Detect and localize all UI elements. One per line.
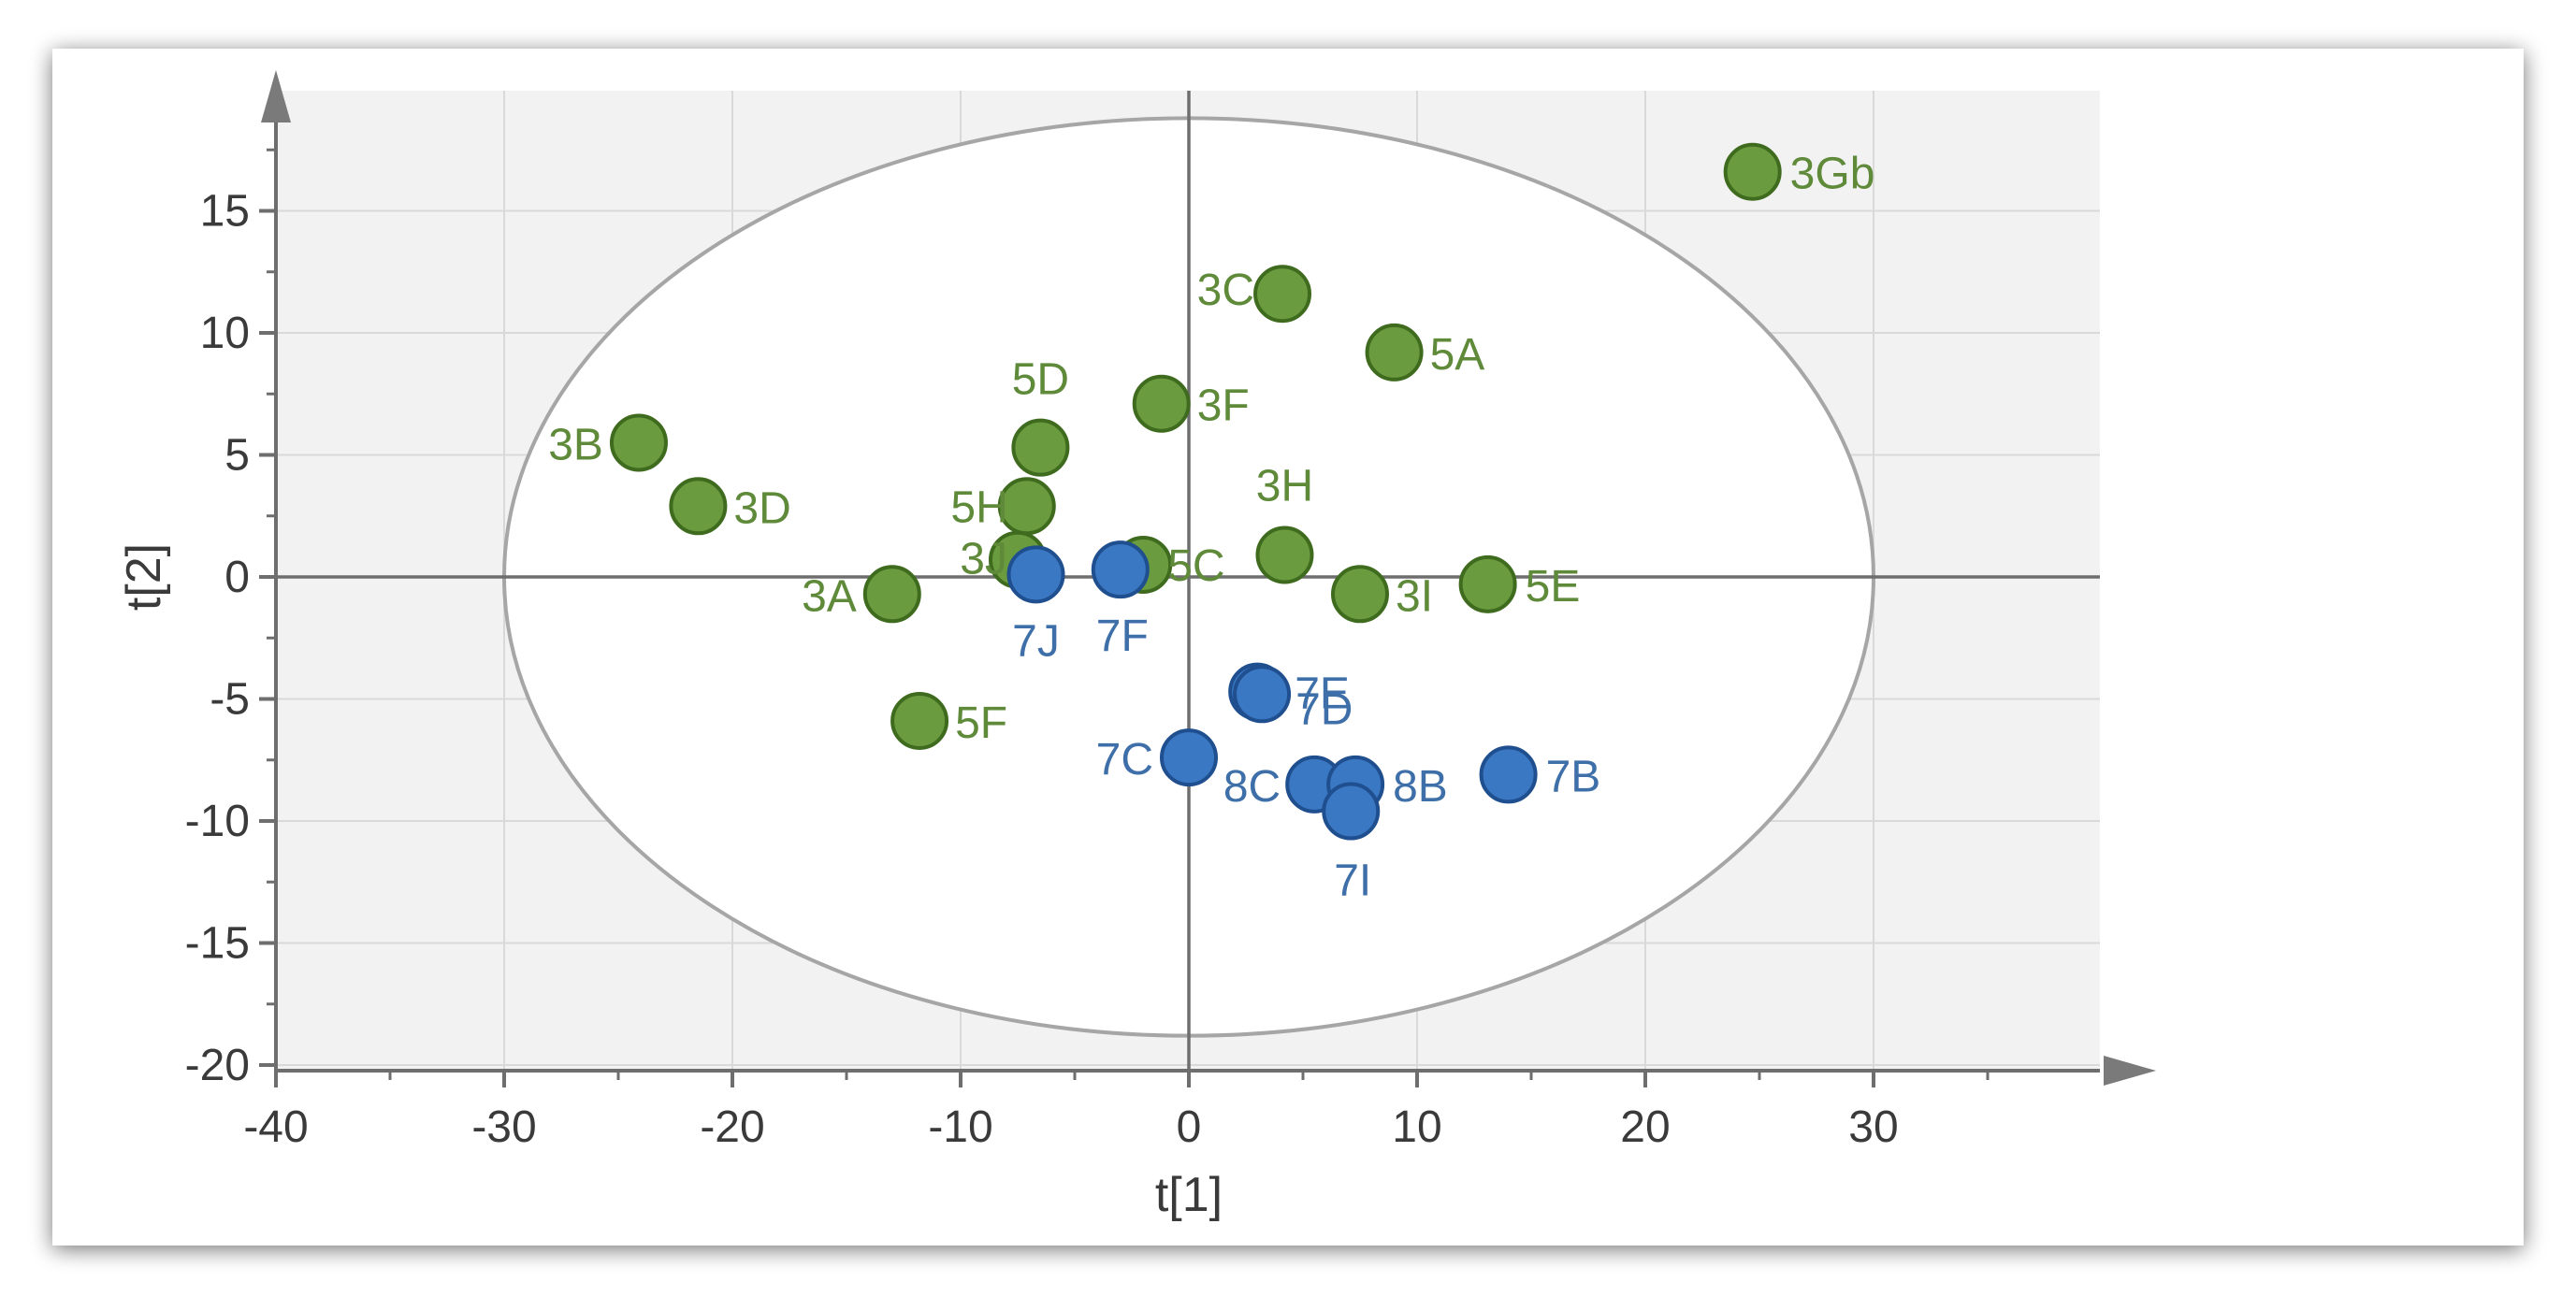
label-3h: 3H — [1256, 462, 1313, 511]
label-5d: 5D — [1012, 355, 1069, 405]
label-3a: 3A — [802, 571, 857, 621]
label-5a: 5A — [1430, 330, 1485, 380]
point-3a — [862, 565, 921, 624]
label-7f: 7F — [1096, 612, 1149, 661]
point-5d — [1011, 418, 1070, 477]
x-axis-title: t[1] — [1155, 1168, 1223, 1222]
label-7b: 7B — [1546, 752, 1601, 801]
point-7b — [1479, 745, 1538, 804]
data-points — [609, 142, 1782, 841]
label-3b: 3B — [548, 420, 603, 469]
label-7e: 7E — [1295, 670, 1350, 719]
point-3d — [669, 477, 728, 536]
y-axis-title: t[2] — [117, 543, 171, 611]
point-3gb — [1723, 142, 1782, 201]
label-3i: 3I — [1396, 571, 1433, 621]
label-7d: 7D — [1295, 684, 1353, 734]
x-axis-arrow — [2104, 1056, 2156, 1086]
label-3f: 3F — [1197, 382, 1250, 431]
label-5e: 5E — [1526, 562, 1581, 612]
y-tick-label: 15 — [200, 187, 250, 237]
label-3c: 3C — [1197, 266, 1254, 315]
label-5f: 5F — [955, 698, 1007, 748]
point-3h — [1255, 526, 1314, 584]
point-7i — [1322, 782, 1381, 841]
y-tick-label: 10 — [200, 309, 250, 358]
label-3d: 3D — [733, 483, 790, 533]
point-3f — [1132, 374, 1191, 433]
axes — [259, 70, 2156, 1087]
point-3c — [1253, 265, 1312, 324]
x-tick-label: 10 — [1392, 1102, 1441, 1152]
y-tick-label: -10 — [185, 797, 250, 846]
y-tick-label: -20 — [185, 1041, 250, 1090]
label-7c: 7C — [1096, 735, 1153, 785]
label-7i: 7I — [1334, 857, 1371, 906]
y-tick-label: -15 — [185, 919, 250, 969]
x-tick-label: 30 — [1848, 1102, 1898, 1152]
point-7j — [1006, 545, 1065, 604]
point-7d — [1233, 665, 1292, 724]
label-3j: 3J — [960, 535, 1007, 584]
label-7j: 7J — [1012, 616, 1060, 666]
point-5a — [1365, 323, 1424, 382]
x-tick-label: -40 — [243, 1102, 308, 1152]
y-axis-arrow — [261, 70, 291, 122]
y-tick-label: 0 — [224, 553, 250, 602]
point-7c — [1160, 728, 1218, 787]
x-tick-label: -30 — [471, 1102, 536, 1152]
point-5f — [890, 691, 949, 750]
tick-labels: -40 -30 -20 -10 0 10 20 30 15 10 5 0 -5 -10 -15 -20 — [185, 187, 1899, 1153]
point-3i — [1331, 565, 1389, 624]
label-5h: 5H — [950, 482, 1007, 532]
x-tick-label: 0 — [1177, 1102, 1202, 1152]
label-3gb: 3Gb — [1790, 150, 1875, 199]
point-7f — [1091, 540, 1150, 599]
point-5e — [1458, 554, 1517, 613]
zero-lines — [276, 91, 2100, 1071]
label-8b: 8B — [1393, 762, 1448, 812]
x-tick-label: 20 — [1620, 1102, 1670, 1152]
y-tick-label: 5 — [224, 431, 250, 481]
label-8c: 8C — [1223, 762, 1281, 812]
point-3b — [609, 413, 668, 472]
x-tick-label: -20 — [700, 1102, 764, 1152]
x-tick-label: -10 — [928, 1102, 992, 1152]
label-5c: 5C — [1167, 541, 1224, 591]
y-tick-label: -5 — [210, 675, 250, 725]
